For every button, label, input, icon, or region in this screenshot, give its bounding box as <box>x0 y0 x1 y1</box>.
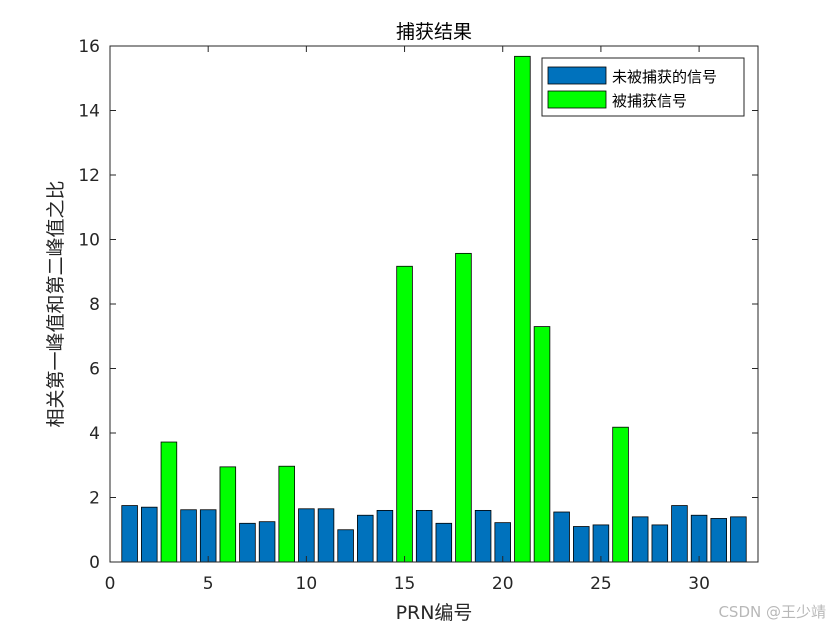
bar-prn-31 <box>710 518 727 563</box>
x-tick-label: 20 <box>492 574 514 594</box>
bar-prn-12 <box>337 529 354 563</box>
bar-prn-17 <box>435 522 453 563</box>
watermark: CSDN @王少靖 <box>718 603 826 621</box>
y-tick-label: 2 <box>89 489 100 509</box>
y-tick-label: 10 <box>78 231 100 251</box>
bar-prn-22 <box>533 326 551 563</box>
bar-prn-15 <box>396 265 413 563</box>
y-tick-label: 8 <box>89 295 100 315</box>
bar-prn-21 <box>514 55 531 563</box>
y-tick-label: 0 <box>89 553 100 573</box>
bar-prn-3 <box>160 441 178 563</box>
legend-swatch-1 <box>547 66 607 85</box>
bar-prn-16 <box>415 509 433 563</box>
bar-prn-5 <box>199 509 217 563</box>
bar-prn-19 <box>474 509 492 563</box>
bar-prn-10 <box>298 508 315 563</box>
x-tick-label: 5 <box>203 574 214 594</box>
y-axis-label: 相关第一峰值和第二峰值之比 <box>45 180 67 427</box>
bar-prn-23 <box>553 511 570 563</box>
bar-prn-29 <box>671 505 688 563</box>
x-axis-label: PRN编号 <box>396 602 473 624</box>
bar-prn-30 <box>690 514 708 563</box>
legend-label-1: 未被捕获的信号 <box>612 68 717 86</box>
y-tick-label: 14 <box>78 102 100 122</box>
bar-prn-11 <box>317 508 335 563</box>
bar-prn-9 <box>278 465 295 563</box>
bar-prn-14 <box>376 509 394 563</box>
bar-prn-27 <box>631 516 649 563</box>
y-tick-label: 12 <box>78 166 100 186</box>
bar-prn-4 <box>180 509 197 563</box>
y-tick-label: 6 <box>89 360 100 380</box>
bar-prn-7 <box>239 522 256 563</box>
y-tick-label: 4 <box>89 424 100 444</box>
bar-prn-1 <box>121 505 138 563</box>
bar-prn-32 <box>730 516 747 563</box>
x-tick-label: 25 <box>590 574 612 594</box>
chart-title: 捕获结果 <box>396 21 472 43</box>
x-tick-label: 10 <box>296 574 318 594</box>
bar-prn-24 <box>573 526 590 563</box>
plot-area <box>110 46 758 562</box>
bar-prn-8 <box>258 521 276 563</box>
legend-label-2: 被捕获信号 <box>612 92 687 110</box>
x-tick-label: 30 <box>688 574 710 594</box>
y-tick-label: 16 <box>78 37 100 57</box>
x-tick-label: 15 <box>394 574 416 594</box>
bar-prn-26 <box>612 426 629 563</box>
bar-prn-2 <box>141 506 158 563</box>
bar-prn-6 <box>219 466 237 563</box>
bar-prn-13 <box>357 514 374 563</box>
x-tick-label: 0 <box>105 574 116 594</box>
bar-prn-28 <box>651 524 669 563</box>
bar-prn-18 <box>455 252 472 563</box>
legend-swatch-2 <box>547 90 607 109</box>
